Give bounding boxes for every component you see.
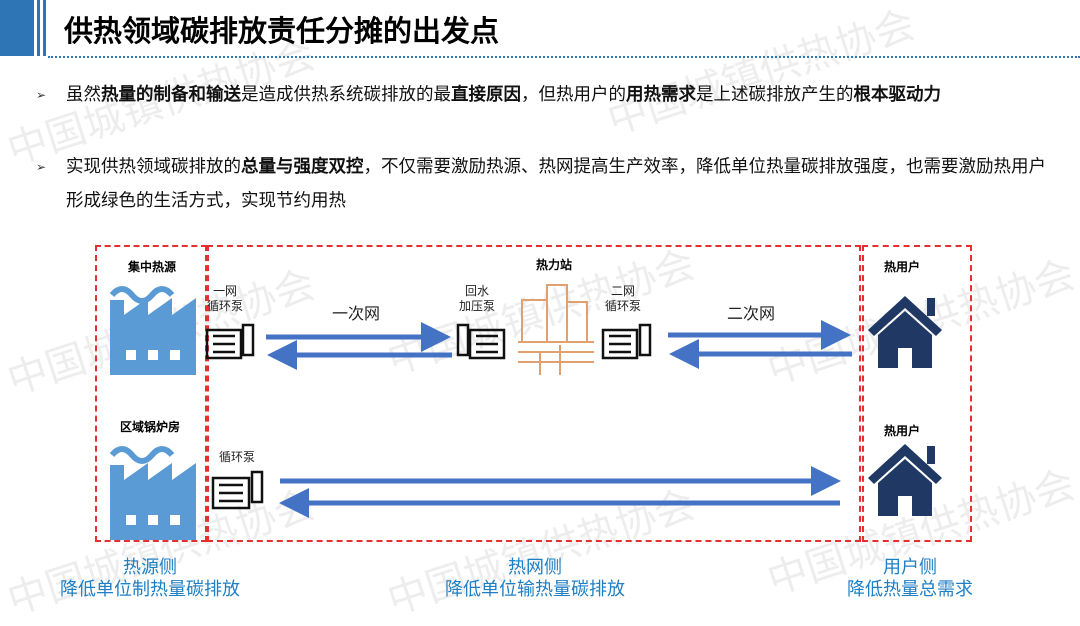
bullet-text-segment: 直接原因 <box>451 85 521 105</box>
user-label: 热用户 <box>884 260 921 274</box>
bullet-text-segment: ，不仅需要激励热源、热网提高生产效率，降低单位热量碳排放强度，也需要激励热用户形… <box>66 157 1046 211</box>
pump-icon <box>601 323 652 360</box>
bullet-text-segment: ，但热用户的 <box>521 85 626 105</box>
bullet-2: ➢ 实现供热领域碳排放的总量与强度双控，不仅需要激励热源、热网提高生产效率，降低单… <box>36 157 1046 211</box>
caption-source: 热源侧 降低单位制热量碳排放 <box>60 557 240 600</box>
heat-network-zone <box>207 245 861 542</box>
pump-label: 二网 循环泵 <box>604 284 641 313</box>
pump-icon <box>456 323 506 360</box>
pump-icon <box>205 323 255 360</box>
arrow-supply <box>266 320 851 496</box>
factory-icon <box>109 446 196 540</box>
diagram-graphics <box>109 284 942 540</box>
bullet-text-segment: 虽然 <box>66 85 101 105</box>
page-title: 供热领域碳排放责任分摊的出发点 <box>64 14 500 48</box>
user-zone <box>862 245 972 542</box>
source-label: 集中热源 <box>128 260 177 274</box>
pump-label: 一网 循环泵 <box>206 284 243 313</box>
building-icon <box>518 284 594 375</box>
factory-icon <box>109 286 196 375</box>
caption-network: 热网侧 降低单位输热量碳排放 <box>445 557 625 600</box>
house-icon <box>868 296 942 368</box>
pump-label: 回水 加压泵 <box>458 284 495 313</box>
title-accent-stripe <box>37 0 40 56</box>
title-accent-block <box>0 0 34 56</box>
bullet-text-segment: 根本驱动力 <box>853 85 942 105</box>
primary-net-label: 一次网 <box>332 304 381 323</box>
bullet-text-segment: 实现供热领域碳排放的 <box>66 157 241 177</box>
caption-user: 用户侧 降低热量总需求 <box>847 557 973 600</box>
bullet-text-segment: 是造成供热系统碳排放的最 <box>241 85 451 105</box>
bullet-text-segment: 总量与强度双控 <box>241 157 364 177</box>
title-divider <box>48 56 1080 58</box>
arrow-return <box>267 339 852 518</box>
boiler-label: 区域锅炉房 <box>120 420 181 434</box>
bullet-1: ➢ 虽然热量的制备和输送是造成供热系统碳排放的最直接原因，但热用户的用热需求是上述… <box>36 85 942 105</box>
bullet-text-segment: 用热需求 <box>626 85 696 105</box>
pump-label: 循环泵 <box>218 450 255 464</box>
bullet-text-segment: 热量的制备和输送 <box>101 85 241 105</box>
pump-icon <box>211 470 264 510</box>
bullet-text-segment: 是上述碳排放产生的 <box>696 85 854 105</box>
heat-source-zone <box>95 245 207 542</box>
house-icon <box>868 444 942 516</box>
title-accent-stripe <box>43 0 46 56</box>
user-label: 热用户 <box>884 424 921 438</box>
station-label: 热力站 <box>536 258 573 272</box>
secondary-net-label: 二次网 <box>727 304 776 323</box>
